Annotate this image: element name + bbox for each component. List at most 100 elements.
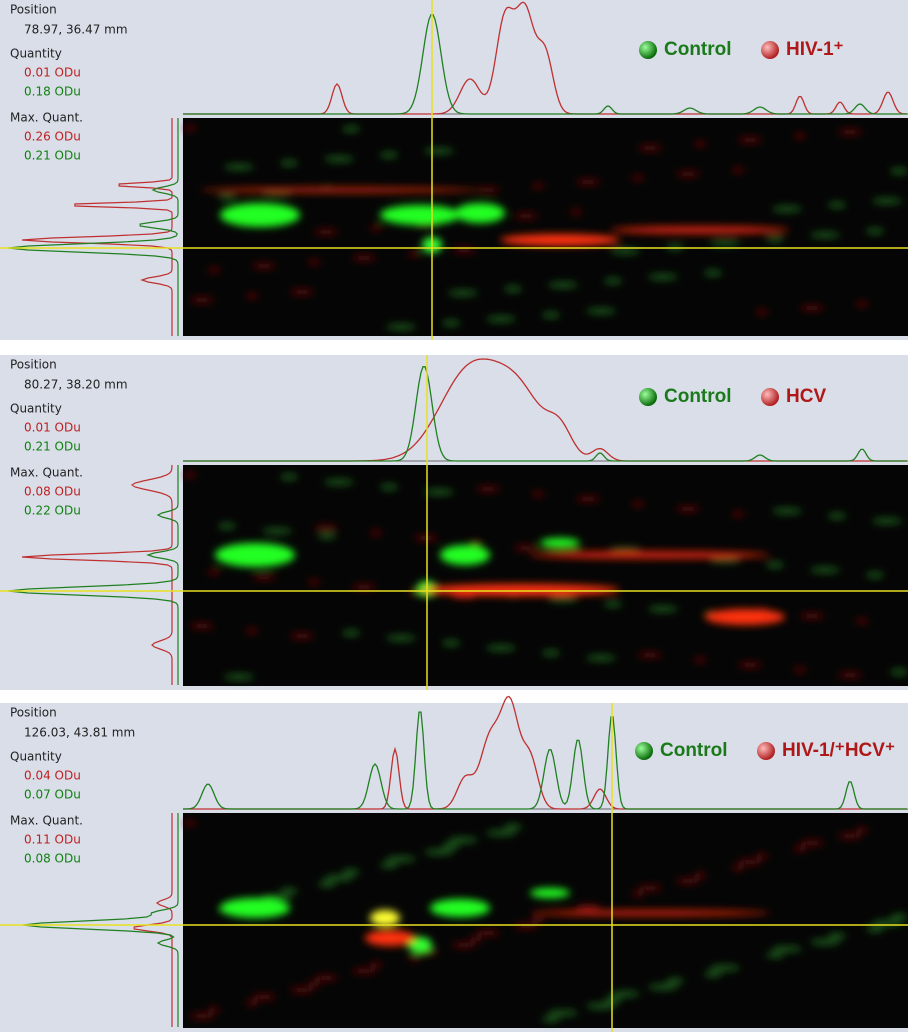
spot bbox=[455, 203, 505, 223]
spot bbox=[252, 574, 276, 580]
spot bbox=[386, 856, 416, 862]
spot bbox=[252, 994, 276, 1000]
spot bbox=[800, 305, 824, 311]
spot bbox=[676, 506, 700, 512]
spot bbox=[370, 530, 382, 536]
legend-control-marker bbox=[635, 742, 653, 760]
spot bbox=[856, 827, 868, 833]
spot bbox=[586, 1003, 616, 1009]
spot bbox=[352, 584, 376, 590]
spot bbox=[738, 662, 762, 668]
spot bbox=[514, 545, 538, 551]
spot bbox=[442, 640, 460, 646]
spot bbox=[352, 968, 376, 974]
spot bbox=[448, 837, 478, 843]
profile-green bbox=[183, 13, 907, 115]
spot bbox=[794, 133, 806, 139]
spot bbox=[856, 618, 868, 624]
spot bbox=[540, 538, 580, 548]
spot bbox=[694, 141, 706, 147]
spot bbox=[324, 875, 354, 881]
spot bbox=[866, 228, 884, 234]
spot bbox=[190, 623, 214, 629]
spot bbox=[424, 849, 454, 855]
spot bbox=[548, 1010, 578, 1016]
spot bbox=[220, 203, 300, 227]
spot bbox=[586, 308, 616, 314]
spot bbox=[220, 898, 290, 918]
legend-sample: HIV-1⁺ bbox=[786, 39, 844, 60]
spot bbox=[800, 613, 824, 619]
spot bbox=[676, 171, 700, 177]
spot bbox=[380, 205, 460, 225]
spot bbox=[500, 234, 620, 246]
spot bbox=[838, 833, 862, 839]
spot bbox=[632, 501, 644, 507]
spot bbox=[342, 630, 360, 636]
spot bbox=[542, 650, 560, 656]
spot bbox=[872, 198, 902, 204]
spot bbox=[772, 946, 802, 952]
spot bbox=[290, 633, 314, 639]
spot bbox=[548, 596, 578, 602]
spot bbox=[838, 672, 862, 678]
max-quant-label: Max. Quant. bbox=[10, 111, 83, 125]
spot bbox=[676, 878, 700, 884]
panel: Position 126.03, 43.81 mm Quantity 0.04 ODu… bbox=[0, 695, 908, 1032]
spot bbox=[648, 606, 678, 612]
legend-sample-marker bbox=[761, 388, 779, 406]
spot bbox=[486, 830, 516, 836]
spot bbox=[504, 824, 522, 830]
spot bbox=[314, 525, 338, 531]
spot bbox=[866, 926, 884, 932]
spot bbox=[440, 545, 490, 565]
spot bbox=[380, 484, 398, 490]
spot bbox=[610, 226, 790, 234]
spot bbox=[424, 148, 454, 154]
spot bbox=[342, 126, 360, 132]
spot bbox=[890, 168, 908, 174]
spot bbox=[638, 652, 662, 658]
spot bbox=[442, 320, 460, 326]
spot bbox=[246, 628, 258, 634]
spot bbox=[530, 910, 770, 916]
max-quant-red: 0.26 ODu bbox=[24, 130, 81, 144]
spot bbox=[890, 669, 908, 675]
spot bbox=[756, 853, 768, 859]
spot bbox=[604, 997, 622, 1003]
spot bbox=[828, 202, 846, 208]
spot bbox=[766, 562, 784, 568]
spot bbox=[710, 240, 740, 246]
spot bbox=[470, 540, 482, 546]
spot bbox=[352, 255, 376, 261]
spot bbox=[838, 129, 862, 135]
max-quant-green: 0.08 ODu bbox=[24, 852, 81, 866]
max-quant-red: 0.11 ODu bbox=[24, 833, 81, 847]
spot bbox=[810, 567, 840, 573]
spot bbox=[184, 820, 196, 826]
legend-sample-marker bbox=[761, 41, 779, 59]
gel-spots bbox=[184, 125, 908, 330]
spot bbox=[218, 194, 236, 200]
spot bbox=[208, 1007, 220, 1013]
spot bbox=[370, 962, 382, 968]
spot bbox=[810, 232, 840, 238]
max-quant-green: 0.21 ODu bbox=[24, 149, 81, 163]
spot bbox=[794, 846, 806, 852]
spot bbox=[704, 971, 722, 977]
spot bbox=[638, 145, 662, 151]
spot bbox=[632, 175, 644, 181]
spot bbox=[532, 917, 544, 923]
spot bbox=[408, 937, 432, 953]
spot bbox=[694, 657, 706, 663]
position-value: 80.27, 38.20 mm bbox=[24, 378, 128, 392]
spot bbox=[184, 125, 196, 131]
gel-image bbox=[183, 813, 908, 1028]
spot bbox=[604, 601, 622, 607]
spot bbox=[262, 528, 292, 534]
spot bbox=[452, 594, 476, 600]
spot bbox=[470, 936, 482, 942]
quantity-red: 0.01 ODu bbox=[24, 421, 81, 435]
spot bbox=[638, 885, 662, 891]
spot bbox=[800, 840, 824, 846]
